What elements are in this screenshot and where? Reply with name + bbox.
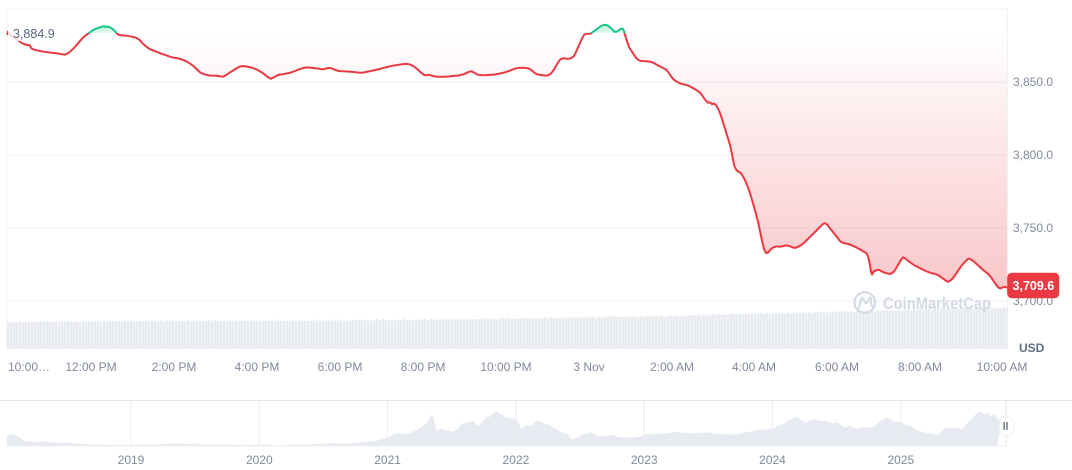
svg-text:4:00 AM: 4:00 AM: [732, 360, 776, 374]
svg-text:12:00 PM: 12:00 PM: [65, 360, 116, 374]
svg-text:6:00 AM: 6:00 AM: [815, 360, 859, 374]
svg-text:2020: 2020: [246, 453, 273, 467]
svg-text:3,800.0: 3,800.0: [1013, 148, 1053, 162]
svg-text:3 Nov: 3 Nov: [573, 360, 604, 374]
svg-text:10:00 AM: 10:00 AM: [977, 360, 1028, 374]
svg-text:2:00 AM: 2:00 AM: [650, 360, 694, 374]
svg-text:3,750.0: 3,750.0: [1013, 221, 1053, 235]
svg-text:2:00 PM: 2:00 PM: [152, 360, 197, 374]
svg-text:2022: 2022: [503, 453, 530, 467]
svg-text:3,884.9: 3,884.9: [13, 27, 55, 41]
svg-text:3,850.0: 3,850.0: [1013, 75, 1053, 89]
svg-text:6:00 PM: 6:00 PM: [318, 360, 363, 374]
svg-text:8:00 AM: 8:00 AM: [898, 360, 942, 374]
svg-text:2025: 2025: [887, 453, 914, 467]
svg-text:2024: 2024: [759, 453, 786, 467]
svg-text:4:00 PM: 4:00 PM: [235, 360, 280, 374]
svg-text:10:00…: 10:00…: [8, 360, 50, 374]
svg-text:2023: 2023: [631, 453, 658, 467]
svg-text:10:00 PM: 10:00 PM: [480, 360, 531, 374]
svg-text:2019: 2019: [118, 453, 145, 467]
svg-text:USD: USD: [1019, 341, 1045, 355]
svg-text:CoinMarketCap: CoinMarketCap: [883, 294, 991, 313]
svg-text:8:00 PM: 8:00 PM: [401, 360, 446, 374]
svg-text:2021: 2021: [374, 453, 401, 467]
svg-text:3,709.6: 3,709.6: [1013, 279, 1055, 293]
